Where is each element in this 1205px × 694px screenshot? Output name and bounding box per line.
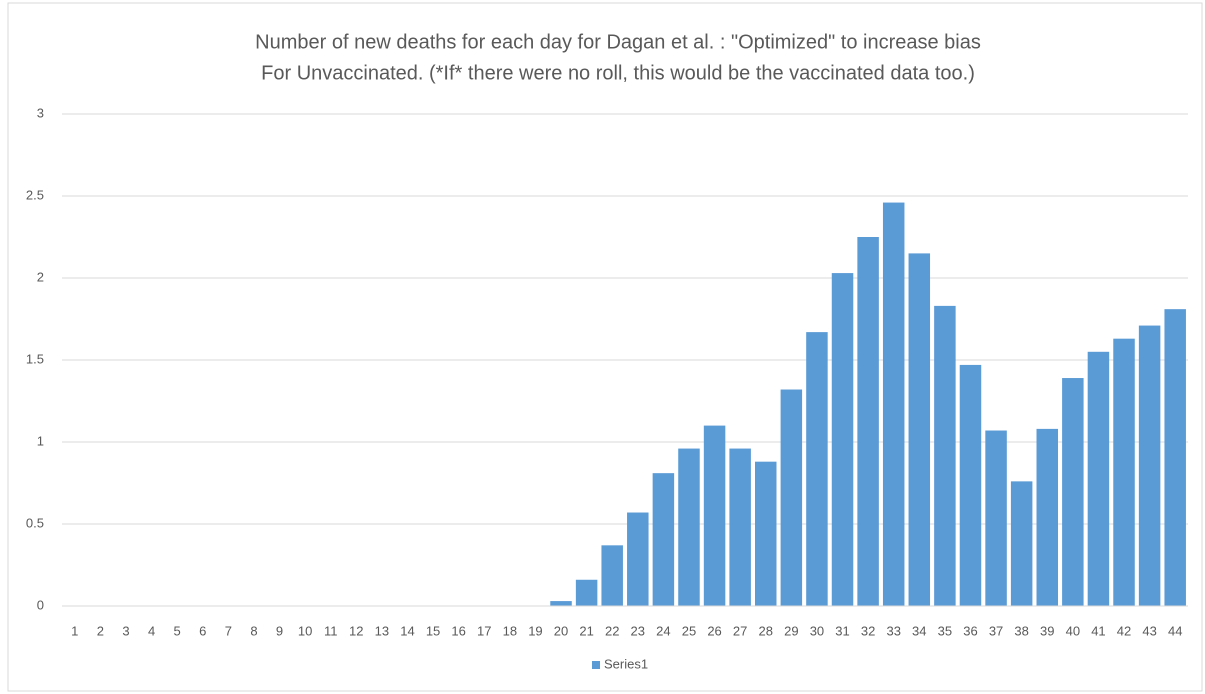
y-tick-label: 1.5 bbox=[26, 351, 44, 366]
x-tick-label: 28 bbox=[759, 623, 773, 638]
bar bbox=[1164, 309, 1186, 606]
x-tick-label: 15 bbox=[426, 623, 440, 638]
bar bbox=[652, 473, 675, 606]
chart-title: For Unvaccinated. (*If* there were no ro… bbox=[261, 62, 975, 84]
x-tick-label: 20 bbox=[554, 623, 568, 638]
bar bbox=[934, 305, 956, 606]
x-tick-label: 33 bbox=[886, 623, 900, 638]
bar bbox=[703, 425, 726, 606]
x-tick-label: 3 bbox=[122, 623, 129, 638]
legend-swatch bbox=[592, 661, 600, 669]
bar bbox=[575, 579, 598, 606]
x-tick-label: 6 bbox=[199, 623, 206, 638]
bar bbox=[755, 461, 777, 606]
legend-label: Series1 bbox=[604, 656, 648, 671]
x-tick-label: 44 bbox=[1168, 623, 1182, 638]
x-tick-label: 8 bbox=[250, 623, 257, 638]
bar bbox=[1087, 351, 1110, 606]
bar bbox=[729, 448, 751, 606]
x-tick-label: 39 bbox=[1040, 623, 1054, 638]
x-tick-label: 9 bbox=[276, 623, 283, 638]
x-tick-label: 32 bbox=[861, 623, 875, 638]
bar bbox=[601, 545, 623, 606]
bar bbox=[678, 448, 700, 606]
y-tick-label: 1 bbox=[37, 433, 44, 448]
bar bbox=[831, 273, 854, 606]
x-tick-label: 41 bbox=[1091, 623, 1105, 638]
x-tick-label: 11 bbox=[324, 623, 338, 638]
x-tick-label: 7 bbox=[225, 623, 232, 638]
bar bbox=[806, 332, 828, 606]
x-tick-label: 2 bbox=[97, 623, 104, 638]
bar bbox=[1113, 338, 1135, 606]
x-tick-label: 25 bbox=[682, 623, 696, 638]
x-tick-label: 13 bbox=[375, 623, 389, 638]
chart-title: Number of new deaths for each day for Da… bbox=[255, 31, 981, 53]
x-tick-label: 17 bbox=[477, 623, 491, 638]
x-tick-label: 19 bbox=[528, 623, 542, 638]
bar bbox=[550, 601, 572, 606]
x-tick-label: 5 bbox=[174, 623, 181, 638]
x-tick-label: 26 bbox=[707, 623, 721, 638]
bar bbox=[627, 512, 649, 606]
x-tick-label: 31 bbox=[835, 623, 849, 638]
bar bbox=[882, 202, 905, 606]
x-tick-label: 36 bbox=[963, 623, 977, 638]
bar bbox=[1062, 378, 1084, 606]
bar bbox=[908, 253, 931, 606]
x-tick-label: 37 bbox=[989, 623, 1003, 638]
bar bbox=[1138, 325, 1161, 606]
bar bbox=[857, 237, 879, 606]
x-tick-label: 38 bbox=[1014, 623, 1028, 638]
x-tick-label: 29 bbox=[784, 623, 798, 638]
bar bbox=[1010, 481, 1033, 606]
x-tick-label: 27 bbox=[733, 623, 747, 638]
x-tick-label: 10 bbox=[298, 623, 312, 638]
x-tick-label: 4 bbox=[148, 623, 155, 638]
x-tick-label: 43 bbox=[1142, 623, 1156, 638]
x-tick-label: 23 bbox=[631, 623, 645, 638]
x-tick-label: 12 bbox=[349, 623, 363, 638]
bar bbox=[959, 364, 982, 606]
x-tick-label: 34 bbox=[912, 623, 926, 638]
bar bbox=[780, 389, 803, 606]
bar bbox=[985, 430, 1007, 606]
x-tick-label: 18 bbox=[503, 623, 517, 638]
y-tick-label: 0.5 bbox=[26, 515, 44, 530]
y-tick-label: 2 bbox=[37, 269, 44, 284]
x-tick-label: 42 bbox=[1117, 623, 1131, 638]
x-tick-label: 35 bbox=[938, 623, 952, 638]
y-tick-label: 2.5 bbox=[26, 187, 44, 202]
bar bbox=[1036, 428, 1058, 606]
y-tick-label: 3 bbox=[37, 105, 44, 120]
x-tick-label: 30 bbox=[810, 623, 824, 638]
x-tick-label: 16 bbox=[451, 623, 465, 638]
x-tick-label: 22 bbox=[605, 623, 619, 638]
y-tick-label: 0 bbox=[37, 597, 44, 612]
x-tick-label: 21 bbox=[579, 623, 593, 638]
x-tick-label: 1 bbox=[71, 623, 78, 638]
x-tick-label: 14 bbox=[400, 623, 414, 638]
x-tick-label: 24 bbox=[656, 623, 670, 638]
x-tick-label: 40 bbox=[1066, 623, 1080, 638]
